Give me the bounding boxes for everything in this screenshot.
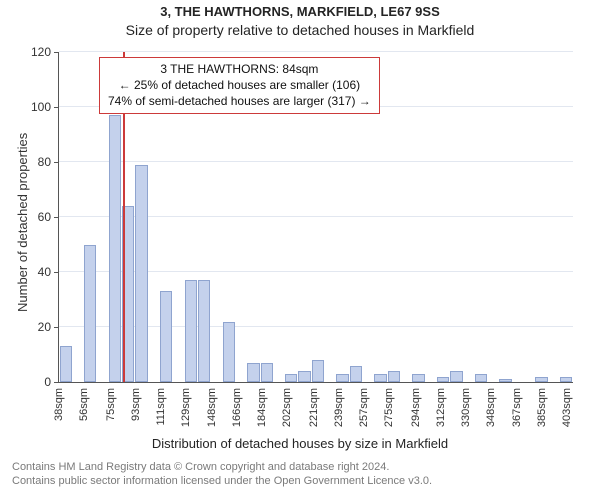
histogram-bar <box>84 245 96 383</box>
xtick-label: 367sqm <box>511 388 523 427</box>
histogram-bar <box>198 280 210 382</box>
xtick-label: 257sqm <box>358 388 370 427</box>
xtick-label: 221sqm <box>308 388 320 427</box>
ytick-label: 80 <box>38 155 59 169</box>
xtick-label: 348sqm <box>485 388 497 427</box>
xtick-label: 148sqm <box>206 388 218 427</box>
histogram-bar <box>109 115 121 382</box>
ytick-label: 40 <box>38 265 59 279</box>
xtick-label: 239sqm <box>333 388 345 427</box>
chart-y-axis-label: Number of detached properties <box>15 133 30 312</box>
ytick-label: 120 <box>31 45 59 59</box>
annotation-line3: 74% of semi-detached houses are larger (… <box>108 93 371 109</box>
credit-line2: Contains public sector information licen… <box>12 474 432 488</box>
xtick-label: 93sqm <box>130 388 142 421</box>
annotation-line2: ← 25% of detached houses are smaller (10… <box>108 77 371 93</box>
histogram-bar <box>285 374 297 382</box>
page-title-line2: Size of property relative to detached ho… <box>0 22 600 38</box>
histogram-bar <box>223 322 235 383</box>
histogram-bar <box>247 363 259 382</box>
chart-xticks-group: 38sqm56sqm75sqm93sqm111sqm129sqm148sqm16… <box>59 382 573 442</box>
ytick-label: 100 <box>31 100 59 114</box>
histogram-bar <box>160 291 172 382</box>
xtick-label: 184sqm <box>256 388 268 427</box>
histogram-bar <box>336 374 348 382</box>
credit-line1: Contains HM Land Registry data © Crown c… <box>12 460 432 474</box>
histogram-bar <box>60 346 72 382</box>
annotation-line1: 3 THE HAWTHORNS: 84sqm <box>108 61 371 77</box>
histogram-bar <box>388 371 400 382</box>
xtick-label: 312sqm <box>435 388 447 427</box>
xtick-label: 202sqm <box>281 388 293 427</box>
histogram-bar <box>412 374 424 382</box>
xtick-label: 166sqm <box>231 388 243 427</box>
histogram-bar <box>261 363 273 382</box>
xtick-label: 129sqm <box>180 388 192 427</box>
xtick-label: 56sqm <box>78 388 90 421</box>
xtick-label: 38sqm <box>53 388 65 421</box>
page-title-line1: 3, THE HAWTHORNS, MARKFIELD, LE67 9SS <box>0 4 600 19</box>
figure: 3, THE HAWTHORNS, MARKFIELD, LE67 9SS Si… <box>0 0 600 500</box>
histogram-bar <box>298 371 310 382</box>
histogram-bar <box>475 374 487 382</box>
xtick-label: 275sqm <box>383 388 395 427</box>
ytick-label: 20 <box>38 320 59 334</box>
xtick-label: 385sqm <box>536 388 548 427</box>
chart-annotation-box: 3 THE HAWTHORNS: 84sqm ← 25% of detached… <box>99 57 380 114</box>
xtick-label: 330sqm <box>460 388 472 427</box>
histogram-bar <box>312 360 324 382</box>
ytick-label: 0 <box>44 375 59 389</box>
credit-text: Contains HM Land Registry data © Crown c… <box>12 460 432 489</box>
ytick-label: 60 <box>38 210 59 224</box>
histogram-bar <box>450 371 462 382</box>
chart-x-axis-label: Distribution of detached houses by size … <box>0 436 600 451</box>
histogram-bar <box>185 280 197 382</box>
xtick-label: 294sqm <box>410 388 422 427</box>
xtick-label: 403sqm <box>561 388 573 427</box>
xtick-label: 75sqm <box>105 388 117 421</box>
histogram-bar <box>350 366 362 383</box>
histogram-bar <box>374 374 386 382</box>
chart-plot-area: 020406080100120 38sqm56sqm75sqm93sqm111s… <box>58 52 573 383</box>
histogram-bar <box>135 165 147 382</box>
xtick-label: 111sqm <box>155 388 167 426</box>
